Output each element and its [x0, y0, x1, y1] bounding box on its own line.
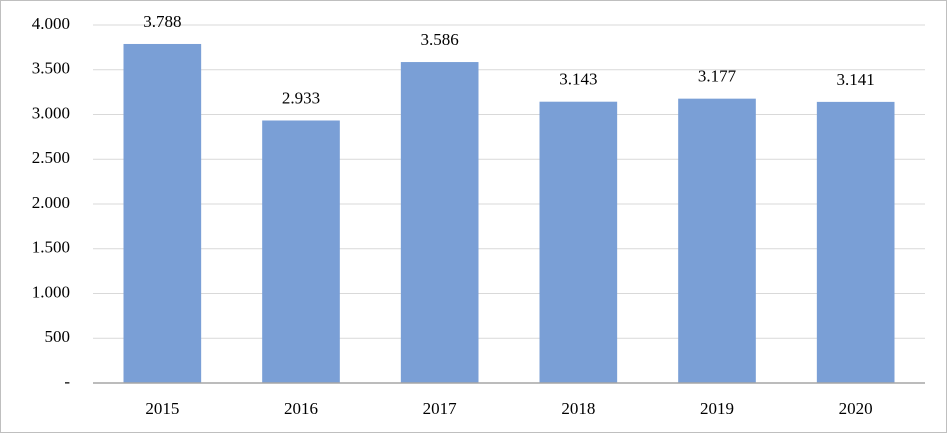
bar	[123, 43, 202, 383]
y-tick-label: 4.000	[32, 14, 70, 33]
value-label: 3.177	[698, 67, 737, 86]
x-tick-label: 2017	[423, 399, 458, 418]
value-label: 2.933	[282, 88, 320, 107]
value-label: 3.143	[559, 70, 597, 89]
bar	[816, 101, 895, 384]
y-tick-label: 500	[45, 327, 71, 346]
x-tick-label: 2020	[839, 399, 873, 418]
bar	[400, 62, 479, 383]
x-tick-label: 2019	[700, 399, 734, 418]
value-label: 3.788	[143, 12, 181, 31]
x-tick-label: 2018	[561, 399, 595, 418]
bar	[262, 120, 340, 384]
y-tick-label: -	[64, 372, 70, 391]
value-label: 3.141	[837, 70, 875, 89]
value-label: 3.586	[421, 30, 459, 49]
y-tick-label: 3.000	[32, 103, 70, 122]
y-tick-label: 1.500	[32, 238, 70, 257]
bar	[678, 98, 756, 383]
y-tick-label: 1.000	[32, 282, 70, 301]
y-tick-label: 2.000	[32, 193, 70, 212]
y-tick-label: 2.500	[32, 148, 70, 167]
bar	[539, 101, 618, 383]
x-tick-label: 2016	[284, 399, 318, 418]
x-tick-label: 2015	[145, 399, 179, 418]
y-tick-label: 3.500	[32, 59, 70, 78]
